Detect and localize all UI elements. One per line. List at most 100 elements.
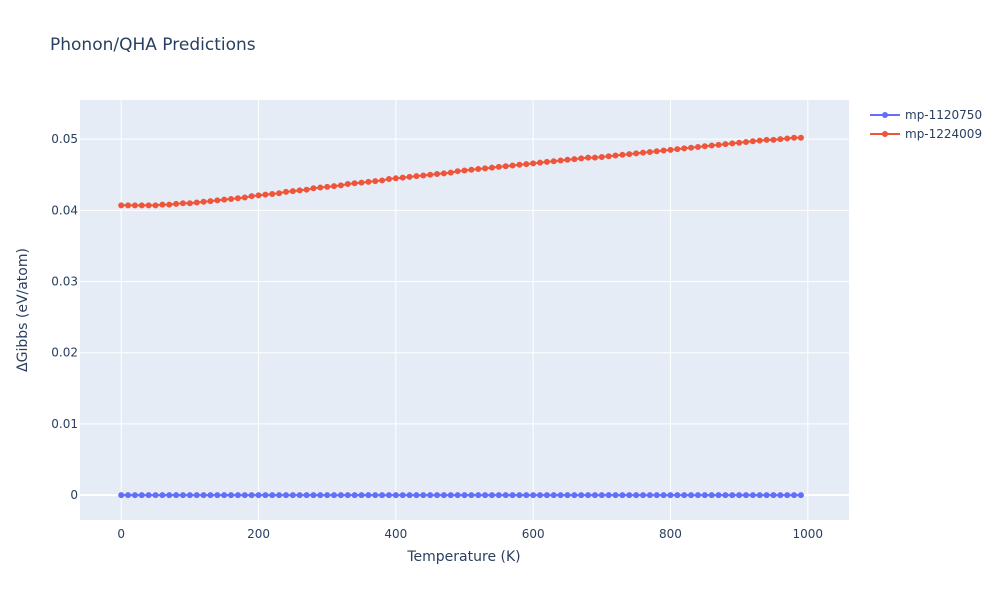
data-point[interactable] [221, 492, 228, 499]
data-point[interactable] [179, 200, 186, 207]
data-point[interactable] [598, 153, 605, 160]
legend-item[interactable]: mp-1224009 [870, 127, 982, 141]
data-point[interactable] [241, 194, 248, 201]
data-point[interactable] [221, 196, 228, 203]
data-point[interactable] [537, 159, 544, 166]
data-point[interactable] [317, 492, 324, 499]
data-point[interactable] [797, 492, 804, 499]
data-point[interactable] [770, 492, 777, 499]
data-point[interactable] [331, 492, 338, 499]
data-point[interactable] [763, 492, 770, 499]
data-point[interactable] [427, 492, 434, 499]
data-point[interactable] [420, 492, 427, 499]
data-point[interactable] [708, 492, 715, 499]
data-point[interactable] [612, 152, 619, 159]
data-point[interactable] [118, 492, 125, 499]
data-point[interactable] [392, 492, 399, 499]
data-point[interactable] [269, 190, 276, 197]
data-point[interactable] [379, 177, 386, 184]
data-point[interactable] [495, 492, 502, 499]
data-point[interactable] [159, 201, 166, 208]
data-point[interactable] [125, 202, 132, 209]
data-point[interactable] [420, 172, 427, 179]
data-point[interactable] [640, 149, 647, 156]
data-point[interactable] [461, 492, 468, 499]
data-point[interactable] [248, 193, 255, 200]
data-point[interactable] [434, 171, 441, 178]
data-point[interactable] [550, 492, 557, 499]
data-point[interactable] [509, 492, 516, 499]
data-point[interactable] [166, 201, 173, 208]
data-point[interactable] [722, 141, 729, 148]
data-point[interactable] [564, 492, 571, 499]
legend-item[interactable]: mp-1120750 [870, 108, 982, 122]
data-point[interactable] [365, 492, 372, 499]
data-point[interactable] [777, 136, 784, 143]
data-point[interactable] [660, 147, 667, 154]
data-point[interactable] [756, 137, 763, 144]
data-point[interactable] [310, 492, 317, 499]
data-point[interactable] [530, 492, 537, 499]
data-point[interactable] [385, 492, 392, 499]
data-point[interactable] [303, 186, 310, 193]
data-point[interactable] [543, 158, 550, 165]
data-point[interactable] [241, 492, 248, 499]
data-point[interactable] [331, 183, 338, 190]
data-point[interactable] [537, 492, 544, 499]
data-point[interactable] [406, 492, 413, 499]
data-point[interactable] [125, 492, 132, 499]
data-point[interactable] [392, 175, 399, 182]
data-point[interactable] [138, 492, 145, 499]
data-point[interactable] [681, 492, 688, 499]
data-point[interactable] [372, 492, 379, 499]
data-point[interactable] [276, 492, 283, 499]
data-point[interactable] [502, 163, 509, 170]
data-point[interactable] [468, 492, 475, 499]
data-point[interactable] [344, 492, 351, 499]
data-point[interactable] [296, 187, 303, 194]
data-point[interactable] [337, 182, 344, 189]
data-point[interactable] [282, 188, 289, 195]
data-point[interactable] [413, 492, 420, 499]
data-point[interactable] [633, 150, 640, 157]
data-point[interactable] [173, 492, 180, 499]
data-point[interactable] [585, 154, 592, 161]
data-point[interactable] [791, 134, 798, 141]
data-point[interactable] [660, 492, 667, 499]
data-point[interactable] [344, 181, 351, 187]
data-point[interactable] [152, 492, 159, 499]
data-point[interactable] [578, 492, 585, 499]
data-point[interactable] [488, 492, 495, 499]
data-point[interactable] [296, 492, 303, 499]
data-point[interactable] [756, 492, 763, 499]
data-point[interactable] [701, 492, 708, 499]
data-point[interactable] [440, 170, 447, 177]
data-point[interactable] [207, 492, 214, 499]
data-point[interactable] [214, 197, 221, 204]
data-point[interactable] [454, 492, 461, 499]
data-point[interactable] [550, 158, 557, 165]
data-point[interactable] [406, 173, 413, 180]
data-point[interactable] [633, 492, 640, 499]
data-point[interactable] [358, 179, 365, 186]
data-point[interactable] [571, 156, 578, 163]
data-point[interactable] [591, 154, 598, 161]
data-point[interactable] [640, 492, 647, 499]
data-point[interactable] [729, 140, 736, 147]
data-point[interactable] [289, 492, 296, 499]
data-point[interactable] [289, 188, 296, 195]
data-point[interactable] [440, 492, 447, 499]
data-point[interactable] [784, 135, 791, 142]
data-point[interactable] [186, 492, 193, 499]
data-point[interactable] [255, 192, 262, 199]
data-point[interactable] [228, 195, 235, 202]
data-point[interactable] [399, 174, 406, 181]
data-point[interactable] [612, 492, 619, 499]
data-point[interactable] [646, 148, 653, 155]
data-point[interactable] [193, 199, 200, 206]
data-point[interactable] [653, 148, 660, 155]
data-point[interactable] [131, 202, 138, 209]
data-point[interactable] [523, 161, 530, 168]
data-point[interactable] [255, 492, 262, 499]
data-point[interactable] [715, 492, 722, 499]
